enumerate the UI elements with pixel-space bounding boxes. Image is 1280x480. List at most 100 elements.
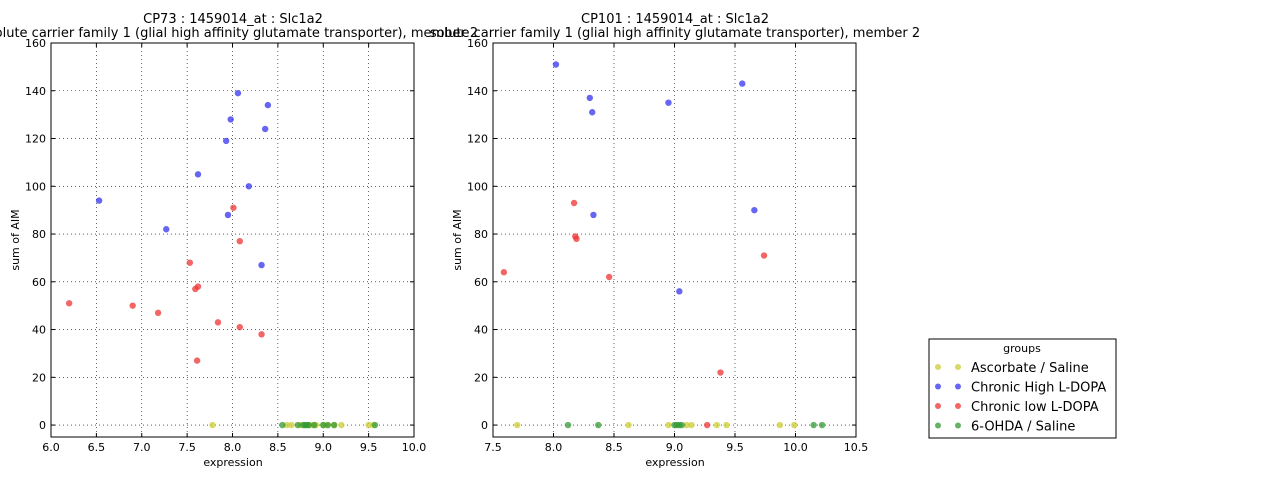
data-point (234, 89, 242, 97)
legend-marker (935, 383, 941, 390)
chart-panel-cp73: CP73 : 1459014_at : Slc1a2 solute carrie… (0, 12, 478, 469)
data-point (222, 137, 230, 145)
x-tick-label: 8.0 (545, 441, 563, 454)
data-point (214, 319, 222, 326)
legend-label: Chronic low L-DOPA (971, 400, 1099, 415)
x-tick-label: 7.0 (133, 441, 151, 454)
data-point (310, 421, 318, 429)
data-point (236, 237, 243, 245)
data-point (678, 421, 685, 429)
legend-marker (935, 403, 941, 409)
data-point (279, 421, 286, 429)
data-point (625, 421, 632, 429)
x-tick-label: 10.0 (783, 441, 808, 454)
data-point (564, 421, 572, 429)
data-point (676, 288, 683, 295)
chart-title-line1: CP73 : 1459014_at : Slc1a2 (143, 12, 323, 27)
y-tick-label: 120 (467, 133, 488, 146)
data-point (590, 211, 597, 219)
data-point (338, 421, 345, 429)
y-tick-label: 80 (474, 228, 488, 241)
data-point (683, 421, 690, 429)
data-point (258, 261, 265, 269)
data-point (283, 421, 291, 429)
chart-title-line2: solute carrier family 1 (glial high affi… (430, 26, 920, 41)
data-point (688, 421, 695, 429)
x-tick-label: 6.0 (42, 441, 60, 454)
data-point (294, 421, 302, 429)
data-point (209, 421, 216, 429)
data-point (570, 199, 578, 207)
chart-panel-cp101: CP101 : 1459014_at : Slc1a2 solute carri… (430, 12, 920, 469)
legend-entries: Ascorbate / Saline Chronic High L-DOPA Chr… (935, 361, 1106, 435)
y-tick-label: 100 (25, 180, 46, 193)
x-tick-label: 9.5 (726, 441, 744, 454)
data-point (723, 421, 730, 429)
data-point (717, 369, 724, 376)
data-point (500, 269, 508, 276)
data-point (589, 109, 596, 116)
data-point (739, 80, 746, 87)
data-point (258, 331, 265, 338)
data-point (95, 197, 103, 204)
data-point (365, 421, 372, 429)
legend-marker (955, 422, 961, 429)
data-point (163, 226, 170, 233)
legend-title: groups (1003, 342, 1041, 355)
y-axis-label: sum of AIM (451, 209, 464, 270)
data-point (371, 421, 379, 429)
data-point (818, 421, 826, 429)
data-point (760, 252, 768, 259)
data-point (194, 171, 202, 178)
chart-title-line1: CP101 : 1459014_at : Slc1a2 (581, 12, 769, 27)
legend-marker (935, 422, 941, 429)
data-point (665, 99, 672, 106)
y-tick-label: 60 (474, 276, 488, 289)
legend-marker (955, 403, 961, 409)
y-tick-label: 0 (39, 419, 46, 432)
x-tick-label: 9.0 (666, 441, 684, 454)
data-point (186, 259, 194, 266)
x-tick-label: 6.5 (88, 441, 106, 454)
legend: groups Ascorbate / Saline Chronic High L-… (928, 338, 1117, 439)
data-point (261, 125, 269, 133)
data-point (236, 323, 243, 331)
data-point (573, 235, 580, 243)
y-tick-label: 40 (32, 324, 46, 337)
x-axis-label: expression (645, 456, 704, 469)
plot-area: 6.0 6.5 7.0 7.5 8.0 8.5 9.0 9.5 10.0 0 20 40 60 80 100… (25, 37, 426, 454)
data-point (751, 206, 758, 214)
y-tick-label: 20 (474, 371, 488, 384)
data-point (514, 421, 521, 429)
data-point (703, 421, 711, 429)
data-point (810, 421, 817, 429)
data-point (230, 204, 237, 211)
data-point (776, 421, 783, 429)
y-tick-label: 100 (467, 180, 488, 193)
y-tick-label: 60 (32, 276, 46, 289)
legend-marker (955, 364, 961, 370)
x-axis-label: expression (203, 456, 262, 469)
legend-label: Chronic High L-DOPA (971, 381, 1106, 396)
y-tick-label: 40 (474, 324, 488, 337)
chart-title-line2: solute carrier family 1 (glial high affi… (0, 26, 478, 41)
plot-area: 7.5 8.0 8.5 9.0 9.5 10.0 10.5 0 20 40 60 80 100 120 14… (467, 37, 868, 454)
x-tick-label: 8.0 (224, 441, 242, 454)
data-point (552, 61, 560, 68)
x-tick-label: 8.5 (269, 441, 287, 454)
data-point (324, 421, 331, 429)
data-point (65, 300, 73, 307)
x-tick-label: 10.0 (402, 441, 427, 454)
y-tick-label: 20 (32, 371, 46, 384)
data-point (129, 302, 136, 309)
data-point (791, 421, 798, 429)
data-point (305, 421, 312, 429)
data-point (245, 183, 253, 190)
x-tick-label: 8.5 (605, 441, 623, 454)
y-tick-label: 160 (467, 37, 488, 50)
data-point (264, 101, 272, 109)
legend-marker (955, 383, 961, 390)
data-point (595, 421, 602, 429)
data-point (330, 421, 338, 429)
